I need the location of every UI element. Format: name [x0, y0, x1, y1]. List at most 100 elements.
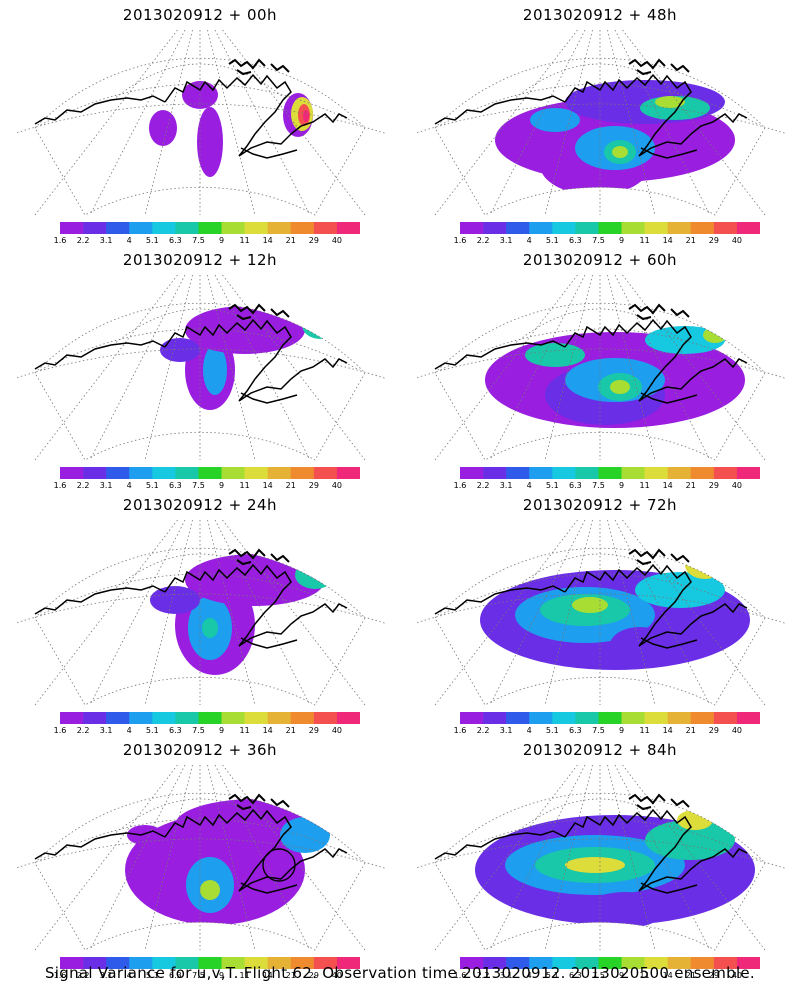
colorbar-label: 4	[126, 971, 132, 980]
colorbar-swatch	[621, 467, 645, 479]
polar-map	[415, 275, 785, 461]
coastline	[434, 58, 748, 159]
colorbar-swatch	[175, 957, 199, 969]
colorbar-label: 9	[618, 971, 625, 980]
polar-map	[15, 765, 385, 951]
forecast-panel: 2013020912 + 60h 1.6 2.2 3.1 4 5.1 6.3 7.5 9 11 14…	[400, 245, 800, 490]
colorbar-label: 5.1	[545, 726, 559, 735]
colorbar-swatch	[106, 467, 130, 479]
colorbar-label: 4	[526, 726, 532, 735]
colorbar-label: 3.1	[99, 481, 113, 490]
colorbar-swatch	[60, 222, 84, 234]
colorbar-swatch	[460, 957, 484, 969]
colorbar-swatch	[506, 712, 530, 724]
colorbar-swatch	[221, 467, 245, 479]
colorbar-labels: 1.6 2.2 3.1 4 5.1 6.3 7.5 9 11 14 21 29 40	[454, 971, 760, 981]
colorbar-label: 14	[662, 481, 673, 490]
colorbar-label: 29	[708, 236, 719, 245]
colorbar-label: 6.3	[169, 236, 182, 245]
colorbar-label: 5.1	[145, 236, 159, 245]
colorbar-label: 29	[708, 726, 719, 735]
colorbar-label: 3.1	[499, 971, 513, 980]
colorbar	[460, 957, 760, 969]
colorbar-labels: 1.6 2.2 3.1 4 5.1 6.3 7.5 9 11 14 21 29 40	[454, 726, 760, 736]
colorbar-swatch	[129, 712, 153, 724]
colorbar-swatch	[483, 957, 507, 969]
variance-contour	[585, 892, 665, 928]
colorbar-swatch	[60, 467, 84, 479]
colorbar-labels: 1.6 2.2 3.1 4 5.1 6.3 7.5 9 11 14 21 29 40	[54, 236, 360, 246]
colorbar-swatch	[506, 957, 530, 969]
colorbar-swatch	[483, 222, 507, 234]
forecast-panel: 2013020912 + 24h 1.6 2.2 3.1 4 5.1 6.3 7.5 9 11 14…	[0, 490, 400, 735]
variance-contour	[612, 146, 628, 158]
colorbar-label: 4	[526, 236, 532, 245]
colorbar	[460, 222, 760, 234]
colorbar-swatch	[175, 712, 199, 724]
coastline	[34, 58, 348, 159]
colorbar	[60, 222, 360, 234]
colorbar-label: 6.3	[569, 481, 582, 490]
colorbar-swatch	[290, 957, 315, 969]
colorbar-label: 29	[308, 971, 319, 980]
colorbar-labels: 1.6 2.2 3.1 4 5.1 6.3 7.5 9 11 14 21 29 40	[54, 726, 360, 736]
variance-contour	[149, 110, 177, 146]
colorbar-label: 11	[639, 236, 650, 245]
colorbar-label: 4	[526, 971, 532, 980]
colorbar-label: 14	[262, 236, 273, 245]
colorbar-swatch	[460, 467, 484, 479]
colorbar-swatch	[736, 712, 760, 724]
colorbar-label: 7.5	[592, 481, 605, 490]
colorbar-labels: 1.6 2.2 3.1 4 5.1 6.3 7.5 9 11 14 21 29 40	[454, 236, 760, 246]
colorbar-swatch	[483, 467, 507, 479]
colorbar-swatch	[575, 712, 599, 724]
panel-title: 2013020912 + 72h	[522, 496, 678, 514]
colorbar	[60, 957, 360, 969]
colorbar-swatch	[690, 712, 715, 724]
colorbar-label: 6.3	[569, 971, 582, 980]
colorbar-swatch	[129, 467, 153, 479]
coastline	[34, 548, 348, 649]
colorbar-swatch	[106, 222, 130, 234]
variance-contour	[635, 572, 725, 608]
colorbar-label: 2.2	[76, 481, 90, 490]
colorbar-swatch	[152, 467, 176, 479]
colorbar-swatch	[529, 467, 553, 479]
variance-contour	[200, 880, 220, 900]
colorbar-swatch	[267, 712, 292, 724]
colorbar-swatch	[83, 712, 107, 724]
colorbar-swatch	[175, 467, 199, 479]
figure-caption: Signal Variance for u,v,T. Flight 62. Ob…	[44, 964, 756, 982]
colorbar-label: 40	[731, 481, 743, 490]
colorbar-label: 2.2	[476, 236, 490, 245]
colorbar-swatch	[506, 222, 530, 234]
colorbar-label: 29	[308, 481, 319, 490]
colorbar-label: 21	[685, 726, 696, 735]
colorbar-swatch	[529, 957, 553, 969]
colorbar-swatch	[267, 467, 292, 479]
colorbar-swatch	[690, 467, 715, 479]
colorbar-label: 3.1	[499, 236, 513, 245]
colorbar-swatch	[244, 957, 268, 969]
colorbar-swatch	[221, 957, 245, 969]
colorbar-swatch	[106, 712, 130, 724]
colorbar-swatch	[152, 712, 176, 724]
colorbar-swatch	[598, 957, 622, 969]
polar-map	[415, 520, 785, 706]
colorbar-swatch	[198, 712, 222, 724]
colorbar-swatch	[198, 467, 222, 479]
polar-map	[15, 520, 385, 706]
colorbar-swatch	[621, 222, 645, 234]
colorbar-label: 6.3	[569, 236, 582, 245]
colorbar-swatch	[336, 712, 360, 724]
colorbar-swatch	[83, 222, 107, 234]
forecast-panel: 2013020912 + 00h 1.6 2.2 3.1 4 5.1 6.3 7.5 9 11 14…	[0, 0, 400, 245]
colorbar-label: 3.1	[99, 971, 113, 980]
colorbar-label: 4	[126, 481, 132, 490]
colorbar-label: 5.1	[145, 481, 159, 490]
variance-contour	[280, 817, 330, 853]
colorbar-label: 6.3	[169, 726, 182, 735]
colorbar-label: 14	[662, 236, 673, 245]
colorbar-label: 9	[618, 726, 625, 735]
colorbar-swatch	[644, 957, 668, 969]
